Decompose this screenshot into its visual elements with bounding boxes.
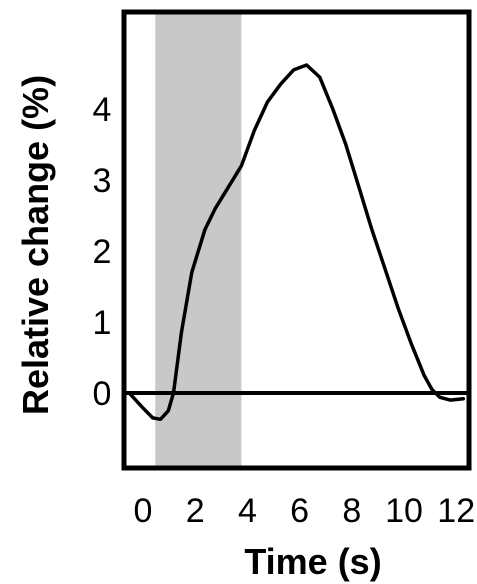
- x-tick-label: 6: [290, 492, 309, 530]
- x-tick-label: 8: [342, 492, 361, 530]
- x-tick-label: 4: [238, 492, 257, 530]
- x-tick-label: 2: [186, 492, 205, 530]
- stimulus-shaded-region: [155, 12, 242, 468]
- x-axis-label: Time (s): [244, 541, 381, 582]
- x-tick-label: 10: [385, 492, 423, 530]
- y-tick-label: 0: [93, 375, 112, 413]
- y-axis-label: Relative change (%): [15, 75, 56, 415]
- series-line: [127, 63, 466, 422]
- x-tick-labels: 0 2 4 6 8 10 12: [134, 492, 476, 530]
- plot-frame: [121, 9, 472, 471]
- x-tick-label: 0: [134, 492, 153, 530]
- y-tick-labels: 0 1 2 3 4: [93, 91, 112, 413]
- y-tick-label: 2: [93, 233, 112, 271]
- y-tick-label: 3: [93, 162, 112, 200]
- x-tick-label: 12: [437, 492, 475, 530]
- y-tick-label: 4: [93, 91, 112, 129]
- y-tick-label: 1: [93, 304, 112, 342]
